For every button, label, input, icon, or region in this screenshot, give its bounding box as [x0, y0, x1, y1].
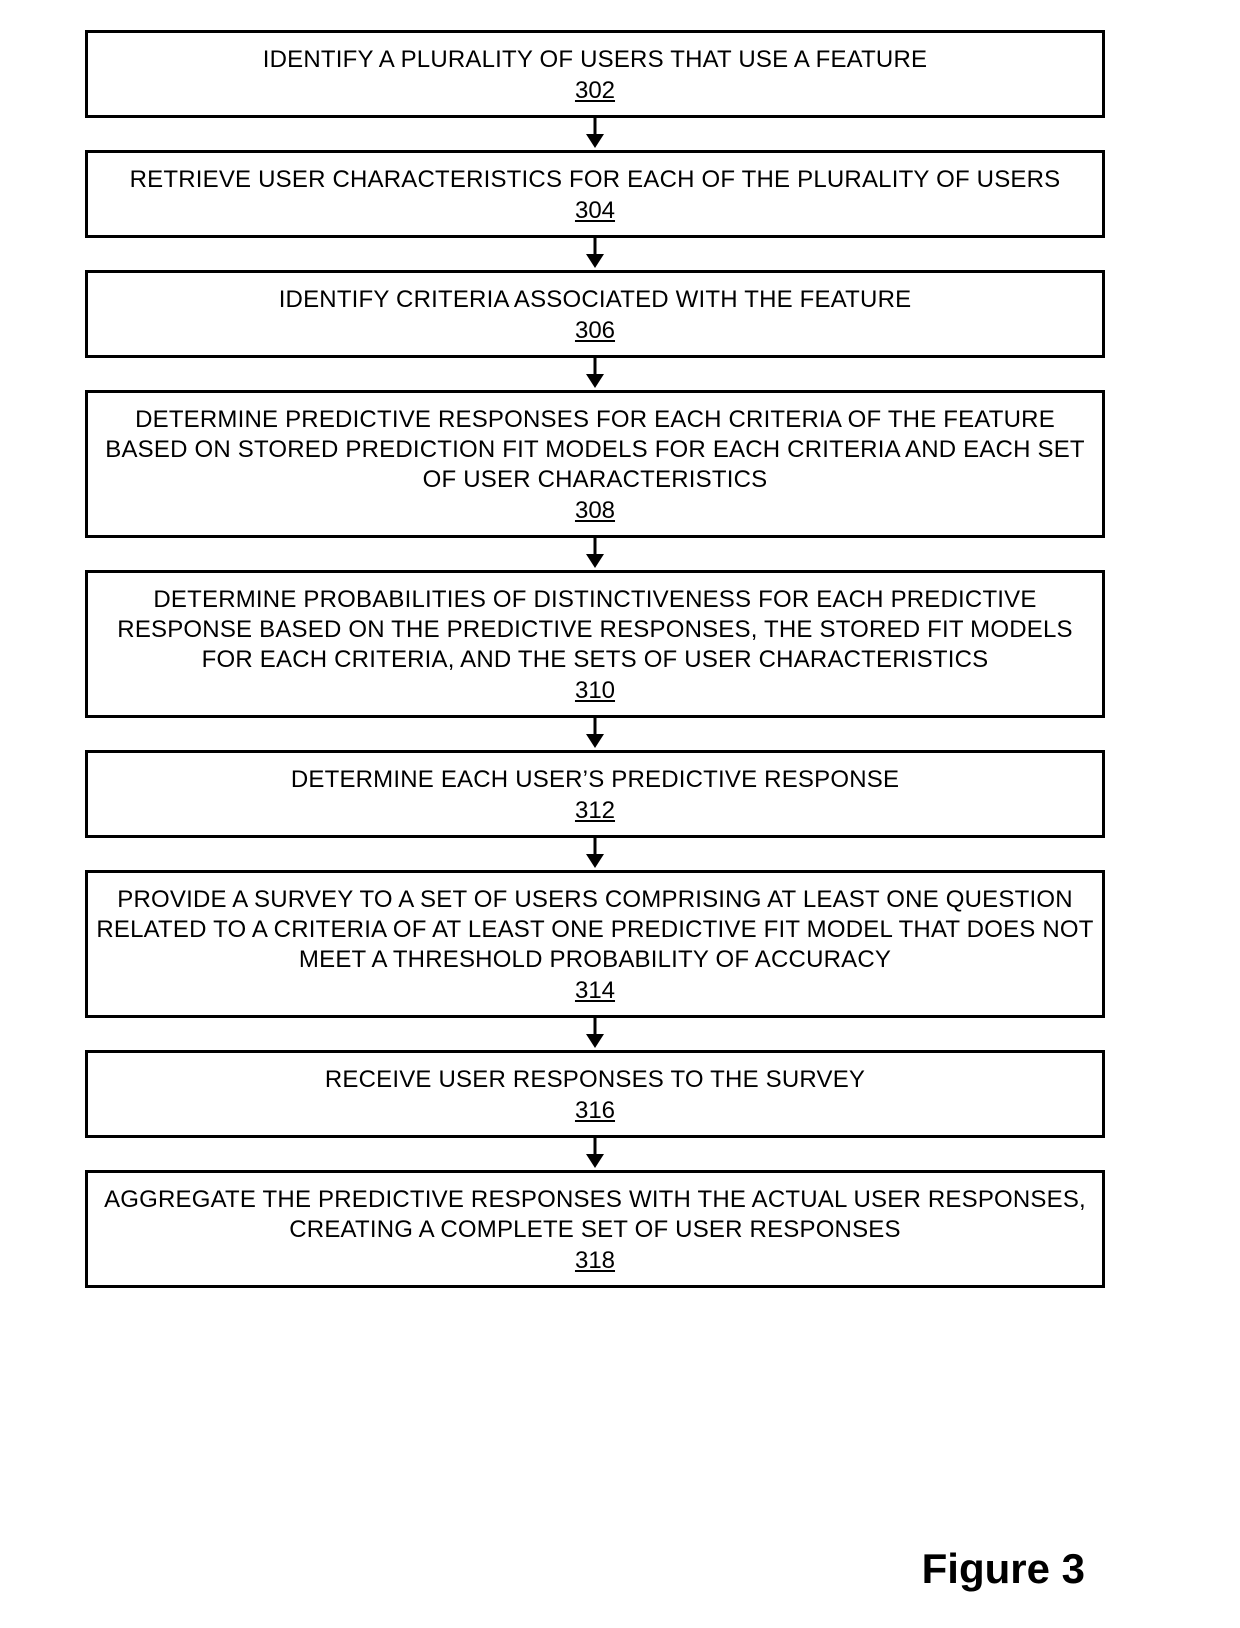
step-box-314: PROVIDE A SURVEY TO A SET OF USERS COMPR… [85, 870, 1105, 1018]
step-number: 312 [96, 797, 1094, 825]
step-text: RECEIVE USER RESPONSES TO THE SURVEY [96, 1065, 1094, 1095]
step-text: DETERMINE EACH USER’S PREDICTIVE RESPONS… [96, 765, 1094, 795]
step-number: 316 [96, 1097, 1094, 1125]
step-box-310: DETERMINE PROBABILITIES OF DISTINCTIVENE… [85, 570, 1105, 718]
step-text: PROVIDE A SURVEY TO A SET OF USERS COMPR… [96, 885, 1094, 975]
step-text: DETERMINE PROBABILITIES OF DISTINCTIVENE… [96, 585, 1094, 675]
step-number: 318 [96, 1247, 1094, 1275]
arrow-connector [85, 718, 1105, 750]
step-text: AGGREGATE THE PREDICTIVE RESPONSES WITH … [96, 1185, 1094, 1245]
step-box-312: DETERMINE EACH USER’S PREDICTIVE RESPONS… [85, 750, 1105, 838]
flowchart-container: IDENTIFY A PLURALITY OF USERS THAT USE A… [85, 30, 1105, 1288]
arrow-connector [85, 358, 1105, 390]
step-text: IDENTIFY CRITERIA ASSOCIATED WITH THE FE… [96, 285, 1094, 315]
arrow-connector [85, 1018, 1105, 1050]
arrow-connector [85, 538, 1105, 570]
step-number: 306 [96, 317, 1094, 345]
step-number: 310 [96, 677, 1094, 705]
step-text: RETRIEVE USER CHARACTERISTICS FOR EACH O… [96, 165, 1094, 195]
step-text: DETERMINE PREDICTIVE RESPONSES FOR EACH … [96, 405, 1094, 495]
step-box-302: IDENTIFY A PLURALITY OF USERS THAT USE A… [85, 30, 1105, 118]
arrow-connector [85, 238, 1105, 270]
step-box-306: IDENTIFY CRITERIA ASSOCIATED WITH THE FE… [85, 270, 1105, 358]
step-number: 308 [96, 497, 1094, 525]
step-box-304: RETRIEVE USER CHARACTERISTICS FOR EACH O… [85, 150, 1105, 238]
step-box-316: RECEIVE USER RESPONSES TO THE SURVEY 316 [85, 1050, 1105, 1138]
step-number: 302 [96, 77, 1094, 105]
step-box-318: AGGREGATE THE PREDICTIVE RESPONSES WITH … [85, 1170, 1105, 1288]
figure-caption: Figure 3 [922, 1545, 1085, 1593]
arrow-connector [85, 838, 1105, 870]
step-text: IDENTIFY A PLURALITY OF USERS THAT USE A… [96, 45, 1094, 75]
arrow-connector [85, 1138, 1105, 1170]
arrow-connector [85, 118, 1105, 150]
step-number: 314 [96, 977, 1094, 1005]
step-box-308: DETERMINE PREDICTIVE RESPONSES FOR EACH … [85, 390, 1105, 538]
step-number: 304 [96, 197, 1094, 225]
